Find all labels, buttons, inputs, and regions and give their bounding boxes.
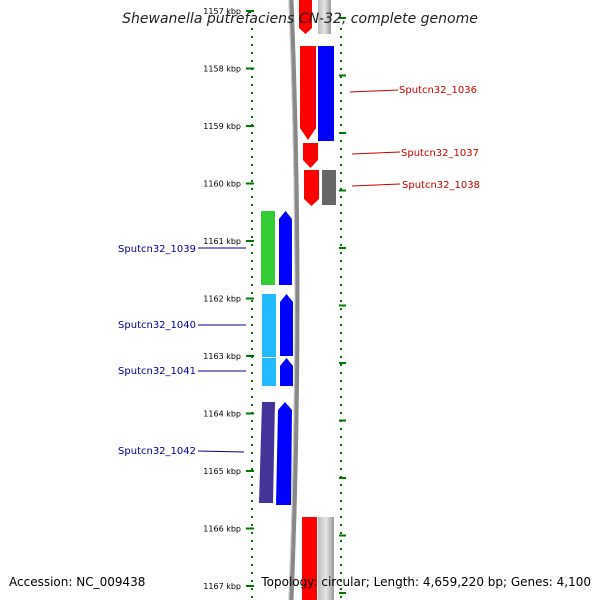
scale-tick-label: 1158 kbp	[203, 65, 241, 74]
gene-sputcn32-1038	[304, 170, 319, 206]
gene-sputcn32-1042-cog	[259, 402, 275, 503]
gene-label-sputcn32-1042: Sputcn32_1042	[118, 446, 196, 457]
genome-backbone	[288, 0, 300, 600]
accession-text: Accession: NC_009438	[9, 575, 145, 589]
gene-label-sputcn32-1040: Sputcn32_1040	[118, 320, 196, 331]
scale-tick-label: 1166 kbp	[203, 525, 241, 534]
scale-tick-label: 1160 kbp	[203, 180, 241, 189]
gene-sputcn32-1037	[303, 143, 318, 168]
gene-sputcn32-1041	[280, 358, 293, 386]
gene-sputcn32-1036	[300, 46, 316, 140]
gene-sputcn32-1039	[279, 211, 292, 285]
scale-tick-label: 1164 kbp	[203, 410, 241, 419]
gene-label-sputcn32-1039: Sputcn32_1039	[118, 244, 196, 255]
gene-sputcn32-1040-cog	[262, 294, 276, 357]
scale-tick-label: 1159 kbp	[203, 122, 241, 131]
gene-label-sputcn32-1037: Sputcn32_1037	[401, 148, 479, 159]
gene-sputcn32-1039-cog	[261, 211, 275, 285]
gene-sputcn32-1038-partner	[322, 170, 336, 205]
map-title: Shewanella putrefaciens CN-32, complete …	[122, 11, 478, 27]
scale-tick-label: 1165 kbp	[203, 467, 241, 476]
scale-tick-label: 1167 kbp	[203, 582, 241, 591]
gene-top-partial	[299, 0, 312, 34]
gene-sputcn32-1042	[276, 402, 292, 505]
scale-tick-label: 1157 kbp	[203, 7, 241, 16]
scale-ticks: 1157 kbp 1158 kbp 1159 kbp 1160 kbp 1161 kbp…	[203, 7, 346, 594]
label-line-sputcn32-1037	[351, 151, 401, 155]
genome-backbone-highlight	[288, 0, 296, 600]
label-line-sputcn32-1038	[351, 183, 401, 187]
gene-sputcn32-1040	[280, 294, 293, 356]
gene-bottom-partial	[302, 517, 317, 600]
label-line-sputcn32-1042	[197, 450, 245, 453]
genome-summary-text: Topology: circular; Length: 4,659,220 bp…	[260, 575, 591, 589]
outer-cds-top	[318, 0, 331, 34]
gene-sputcn32-1041-cog	[262, 358, 276, 386]
gene-label-sputcn32-1038: Sputcn32_1038	[402, 180, 480, 191]
scale-tick-label: 1163 kbp	[203, 352, 241, 361]
outer-cds-bottom	[318, 517, 334, 600]
scale-tick-label: 1161 kbp	[203, 237, 241, 246]
scale-tick-label: 1162 kbp	[203, 295, 241, 304]
gene-label-sputcn32-1041: Sputcn32_1041	[118, 366, 196, 377]
gene-label-sputcn32-1036: Sputcn32_1036	[399, 85, 477, 96]
label-line-sputcn32-1036	[349, 89, 399, 93]
gene-sputcn32-1036-partner	[318, 46, 334, 141]
